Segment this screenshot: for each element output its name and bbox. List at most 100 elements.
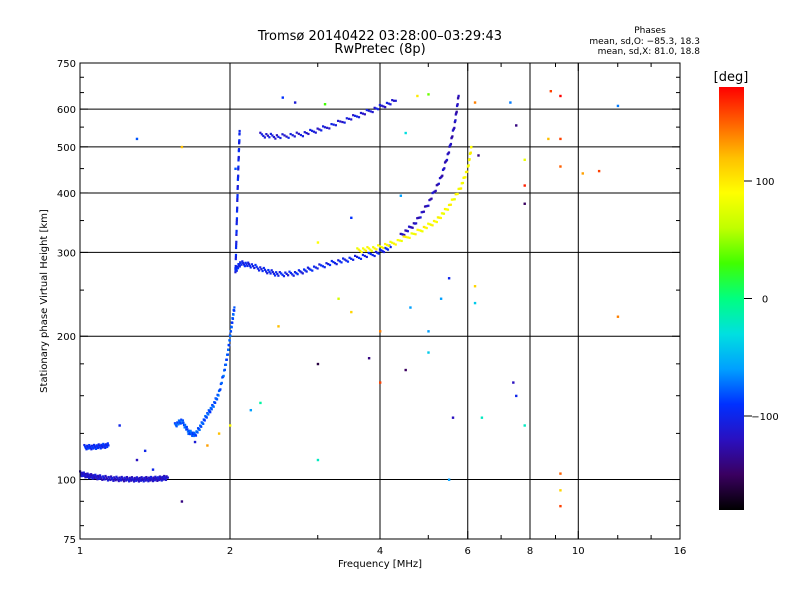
trace-point	[94, 447, 98, 451]
trace-point	[297, 269, 301, 272]
trace-point	[288, 270, 291, 273]
trace-point	[235, 219, 238, 222]
trace-point	[404, 229, 407, 232]
trace-point	[175, 425, 178, 428]
trace-point	[234, 253, 238, 257]
trace-point	[102, 444, 106, 447]
trace-point	[96, 445, 99, 448]
trace-point	[234, 269, 237, 272]
scatter-point	[473, 301, 477, 305]
trace-point	[135, 479, 138, 482]
trace-point	[322, 125, 325, 128]
trace-point	[377, 252, 380, 255]
trace-point	[266, 272, 269, 275]
trace-point	[98, 445, 102, 449]
trace-point	[284, 271, 287, 274]
trace-point	[282, 275, 286, 278]
trace-point	[235, 240, 238, 243]
trace-point	[263, 268, 267, 271]
scatter-point	[337, 297, 340, 300]
trace-point	[236, 208, 239, 211]
trace-point	[93, 445, 96, 448]
trace-point	[91, 446, 94, 449]
trace-point	[156, 476, 160, 479]
trace-point	[261, 269, 264, 273]
scatter-point	[350, 310, 353, 314]
trace-point	[361, 253, 365, 257]
trace-point	[374, 250, 378, 254]
trace-point	[94, 473, 97, 476]
trace-point	[97, 476, 100, 479]
trace-point	[98, 477, 101, 480]
trace-point	[373, 247, 376, 250]
trace-point	[382, 105, 385, 108]
trace-point	[83, 445, 87, 448]
trace-point	[162, 478, 165, 481]
scatter-point	[350, 216, 353, 220]
scatter-point	[135, 458, 139, 462]
trace-point	[366, 246, 369, 249]
x-tick-label: 10	[572, 546, 585, 557]
trace-point	[84, 446, 87, 449]
trace-point	[425, 226, 428, 230]
trace-point	[259, 266, 262, 269]
trace-point	[236, 175, 240, 179]
scatter-point	[523, 424, 526, 427]
scatter-point	[477, 154, 480, 157]
scatter-point	[234, 167, 237, 170]
trace-point	[236, 187, 239, 190]
trace-point	[421, 230, 424, 233]
trace-point	[81, 473, 84, 476]
trace-point	[234, 264, 237, 268]
trace-point	[110, 475, 113, 478]
trace-point	[234, 257, 237, 261]
trace-point	[274, 137, 277, 140]
scatter-point	[229, 424, 232, 427]
scatter-point	[416, 94, 419, 98]
trace-point	[88, 473, 91, 476]
trace-point	[271, 134, 274, 137]
trace-point	[156, 479, 159, 482]
trace-point	[228, 344, 231, 347]
trace-point	[236, 177, 240, 180]
trace-point	[237, 166, 240, 170]
trace-point	[355, 255, 359, 258]
trace-point	[299, 133, 302, 137]
scatter-point	[193, 440, 197, 444]
trace-point	[363, 248, 366, 251]
trace-point	[412, 222, 415, 225]
trace-point	[456, 192, 459, 196]
trace-point	[470, 145, 473, 149]
trace-point	[87, 447, 90, 450]
trace-point	[376, 251, 379, 254]
trace-point	[384, 246, 387, 250]
trace-point	[127, 480, 131, 483]
trace-point	[439, 216, 443, 220]
trace-point	[454, 119, 457, 122]
trace-point	[272, 135, 275, 139]
trace-point	[185, 428, 188, 431]
trace-point	[95, 476, 98, 479]
y-tick-label: 75	[63, 535, 76, 546]
trace-point	[94, 475, 98, 478]
trace-point	[109, 478, 112, 482]
trace-point	[248, 264, 251, 267]
trace-point	[104, 474, 107, 478]
trace-point	[92, 447, 95, 450]
scatter-point	[316, 458, 320, 462]
trace-point	[265, 270, 268, 273]
trace-point	[369, 252, 372, 256]
trace-point	[82, 474, 85, 478]
trace-point	[408, 236, 411, 239]
trace-point	[406, 230, 409, 233]
trace-point	[387, 244, 390, 247]
trace-point	[91, 476, 94, 479]
trace-point	[101, 446, 104, 449]
trace-point	[147, 476, 151, 479]
trace-point	[354, 114, 357, 117]
trace-point	[466, 170, 469, 173]
trace-point	[391, 241, 394, 244]
trace-point	[122, 478, 125, 481]
trace-point	[187, 429, 191, 432]
scatter-point	[547, 137, 550, 141]
